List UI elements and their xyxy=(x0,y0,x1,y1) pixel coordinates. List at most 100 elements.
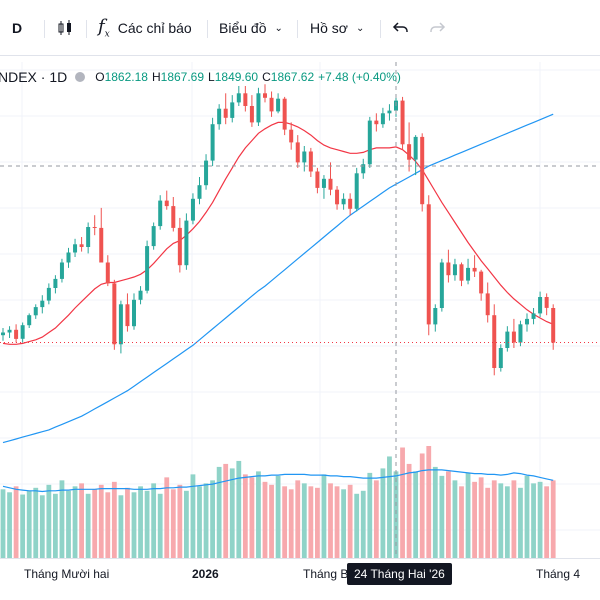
candle-body xyxy=(479,271,484,294)
candle-body xyxy=(243,93,248,106)
candle-body xyxy=(380,113,385,125)
candle-body xyxy=(413,136,418,160)
candle-body xyxy=(452,264,457,276)
volume-bar xyxy=(151,483,157,558)
candle-body xyxy=(538,297,543,314)
candle-body xyxy=(46,287,51,301)
volume-bar xyxy=(79,483,84,558)
open-key: O xyxy=(95,70,105,84)
close-key: C xyxy=(262,70,271,84)
change-value: +7.48 (+0.40%) xyxy=(318,70,401,84)
candle-body xyxy=(354,173,359,209)
candle-body xyxy=(20,325,25,339)
volume-bar xyxy=(118,495,124,558)
volume-bar xyxy=(295,480,301,558)
volume-bar xyxy=(190,474,196,558)
candle-body xyxy=(204,160,209,186)
candles-icon xyxy=(58,20,71,35)
candle-body xyxy=(525,318,529,325)
open-value: 1862.18 xyxy=(104,70,148,84)
volume-bar xyxy=(406,463,412,558)
candle-body xyxy=(511,331,516,343)
volume-bar xyxy=(177,484,183,558)
candle-body xyxy=(374,120,379,125)
price-chart[interactable] xyxy=(0,62,600,600)
volume-bar xyxy=(347,484,353,558)
candle-body xyxy=(1,332,5,336)
volume-bar xyxy=(491,480,497,558)
candle-body xyxy=(459,264,464,281)
volume-bar xyxy=(125,487,130,558)
chart-type-dropdown[interactable]: Biểu đồ ⌄ xyxy=(219,14,283,42)
indicators-button[interactable]: fx Các chỉ báo xyxy=(98,14,192,42)
volume-bar xyxy=(72,486,78,558)
candle-body xyxy=(86,227,91,247)
redo-button[interactable] xyxy=(428,14,446,42)
volume-bar xyxy=(203,483,209,558)
candle-body xyxy=(531,313,536,319)
volume-bar xyxy=(131,492,137,558)
x-tick-label: Tháng 4 xyxy=(536,567,581,581)
candle-body xyxy=(164,200,169,207)
chart-pane[interactable] xyxy=(0,62,600,600)
candle-body xyxy=(492,315,497,368)
candle-body xyxy=(282,98,287,130)
volume-bar xyxy=(439,475,445,558)
symbol-title[interactable]: NDEX · 1D xyxy=(0,69,68,85)
crosshair-date-label: 24 Tháng Hai '26 xyxy=(347,563,452,585)
indicators-fx-icon: fx xyxy=(98,16,110,40)
time-axis[interactable]: Tháng Mười hai 2026 Tháng Ba Tháng 4 24 … xyxy=(0,558,600,587)
candle-body xyxy=(361,164,366,174)
interval-button[interactable]: D xyxy=(12,14,22,42)
candle-body xyxy=(59,262,64,279)
candle-body xyxy=(387,110,392,114)
volume-bar xyxy=(367,472,373,558)
volume-bar xyxy=(256,471,261,558)
candle-body xyxy=(66,252,71,263)
candle-body xyxy=(118,304,123,345)
candle-body xyxy=(446,262,451,276)
high-key: H xyxy=(151,70,161,84)
volume-bar xyxy=(544,486,550,558)
candle-body xyxy=(308,151,313,172)
candle-body xyxy=(439,262,444,308)
candle-body xyxy=(92,227,97,228)
candle-body xyxy=(348,198,353,209)
volume-bar xyxy=(472,481,477,558)
volume-bar xyxy=(485,487,491,558)
candle-body xyxy=(125,304,130,327)
high-value: 1867.69 xyxy=(160,70,205,84)
x-tick-label: Tháng Ba xyxy=(303,567,356,581)
bottom-toolbar xyxy=(0,588,600,600)
volume-bar xyxy=(269,484,274,558)
candle-body xyxy=(544,297,549,308)
candle-body xyxy=(151,226,156,247)
top-toolbar: D fx Các chỉ báo Biểu đồ ⌄ Hồ sơ ⌄ xyxy=(0,0,600,56)
candle-body xyxy=(518,324,523,343)
candle-body xyxy=(485,293,490,316)
volume-bar xyxy=(210,480,215,558)
volume-bar xyxy=(282,486,288,558)
volume-bar xyxy=(426,446,432,558)
volume-bar xyxy=(301,483,307,558)
candles-chart-type-button[interactable] xyxy=(56,14,74,42)
volume-bar xyxy=(446,471,451,558)
volume-bar xyxy=(66,490,71,558)
candle-body xyxy=(171,206,176,228)
candle-body xyxy=(263,93,267,98)
volume-bar xyxy=(459,486,464,558)
volume-bar xyxy=(511,480,517,558)
candle-body xyxy=(328,178,333,190)
undo-button[interactable] xyxy=(392,14,410,42)
volume-bar xyxy=(413,471,419,558)
ma-short-line xyxy=(2,121,554,345)
candle-body xyxy=(420,136,425,205)
volume-bar xyxy=(0,489,6,558)
candle-body xyxy=(99,227,104,263)
indicators-label: Các chỉ báo xyxy=(117,20,192,36)
volume-bar xyxy=(59,480,65,558)
volume-bar xyxy=(105,492,111,558)
profile-dropdown[interactable]: Hồ sơ ⌄ xyxy=(310,14,364,42)
volume-bar xyxy=(249,477,255,558)
volume-bar xyxy=(85,493,91,558)
